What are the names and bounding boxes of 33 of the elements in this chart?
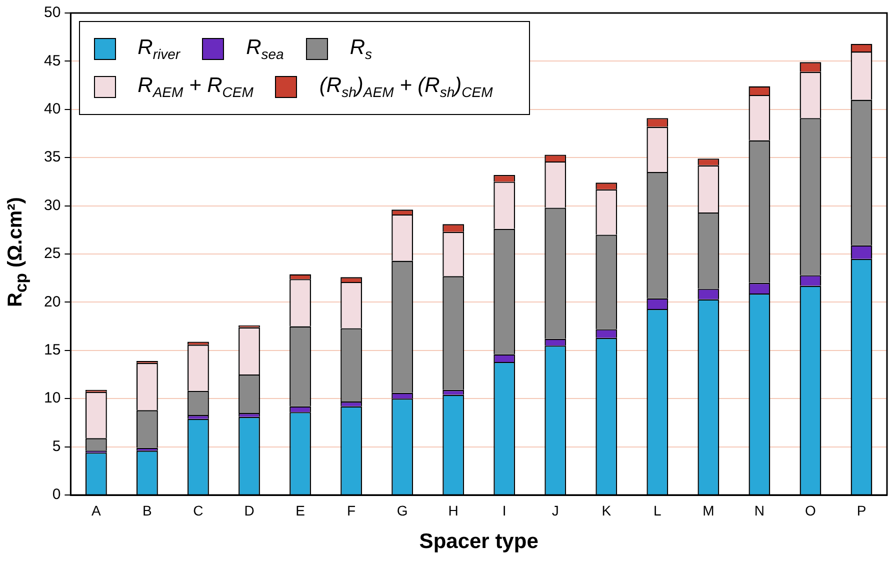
x-tick-label: A [92, 502, 102, 518]
x-tick-label: B [142, 502, 152, 518]
x-tick-label: E [296, 502, 305, 518]
y-tick-label: 50 [44, 4, 61, 22]
x-tick-label: L [654, 502, 662, 518]
y-tick-label: 35 [44, 148, 61, 166]
legend-label: (R$_{sh}$)$_{AEM}$ + (R$_{sh}$)$_{CEM}$ [319, 74, 493, 100]
x-tick-label: C [193, 502, 204, 518]
legend-label: R$_{AEM}$ + R$_{CEM}$ [138, 74, 254, 100]
y-tick-label: 15 [44, 342, 61, 359]
x-tick-label: I [502, 502, 506, 518]
x-tick-label: O [805, 502, 816, 518]
y-tick-label: 45 [44, 52, 61, 70]
y-tick-label: 20 [44, 293, 61, 310]
legend-label: R$_{s}$ [350, 36, 372, 62]
y-tick-label: 10 [44, 390, 61, 407]
y-tick-label: 30 [44, 196, 61, 214]
x-tick-label: P [856, 502, 866, 518]
x-tick-label: F [347, 502, 356, 518]
x-tick-label: D [244, 502, 254, 518]
x-tick-label: N [754, 502, 765, 518]
y-tick-label: 25 [44, 245, 61, 262]
x-tick-label: K [602, 502, 612, 518]
legend-label: R$_{sea}$ [246, 36, 284, 62]
y-tick-label: 40 [44, 100, 61, 118]
x-tick-label: M [702, 502, 714, 518]
x-tick-label: H [448, 502, 458, 518]
x-tick-label: J [552, 502, 559, 518]
y-tick-label: 5 [52, 438, 61, 455]
x-axis-title: Spacer type [419, 530, 538, 554]
x-tick-label: G [396, 502, 408, 518]
legend-label: R$_{river}$ [138, 36, 180, 62]
y-tick-label: 0 [52, 486, 61, 504]
